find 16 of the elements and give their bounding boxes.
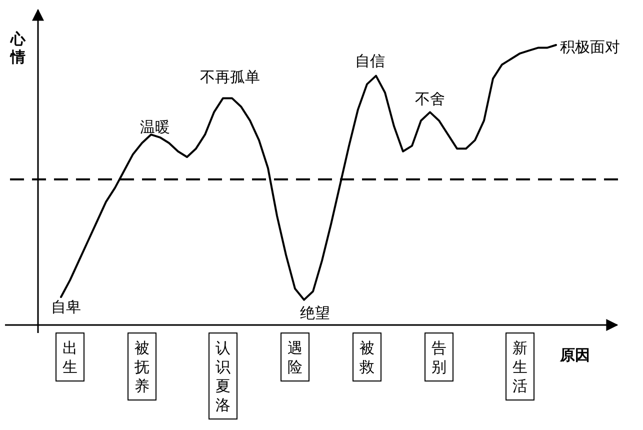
annotation: 不舍 (415, 90, 445, 108)
annotation: 不再孤单 (200, 68, 260, 86)
y-axis-title: 心情 (10, 30, 26, 66)
x-tick-label: 被抚养 (134, 339, 150, 395)
x-tick-label: 认识夏洛 (216, 339, 230, 414)
annotation: 绝望 (300, 304, 330, 322)
annotation: 积极面对 (560, 38, 620, 56)
annotation: 温暖 (140, 118, 170, 136)
x-tick-label: 告别 (432, 339, 446, 376)
x-tick-label: 出生 (62, 339, 78, 376)
x-tick-label: 遇险 (288, 339, 302, 376)
x-tick-label: 新生活 (512, 339, 528, 395)
annotation: 自信 (355, 52, 385, 70)
annotation: 自卑 (51, 298, 81, 316)
x-tick-label: 被救 (358, 339, 374, 376)
x-axis-title: 原因 (559, 346, 590, 364)
